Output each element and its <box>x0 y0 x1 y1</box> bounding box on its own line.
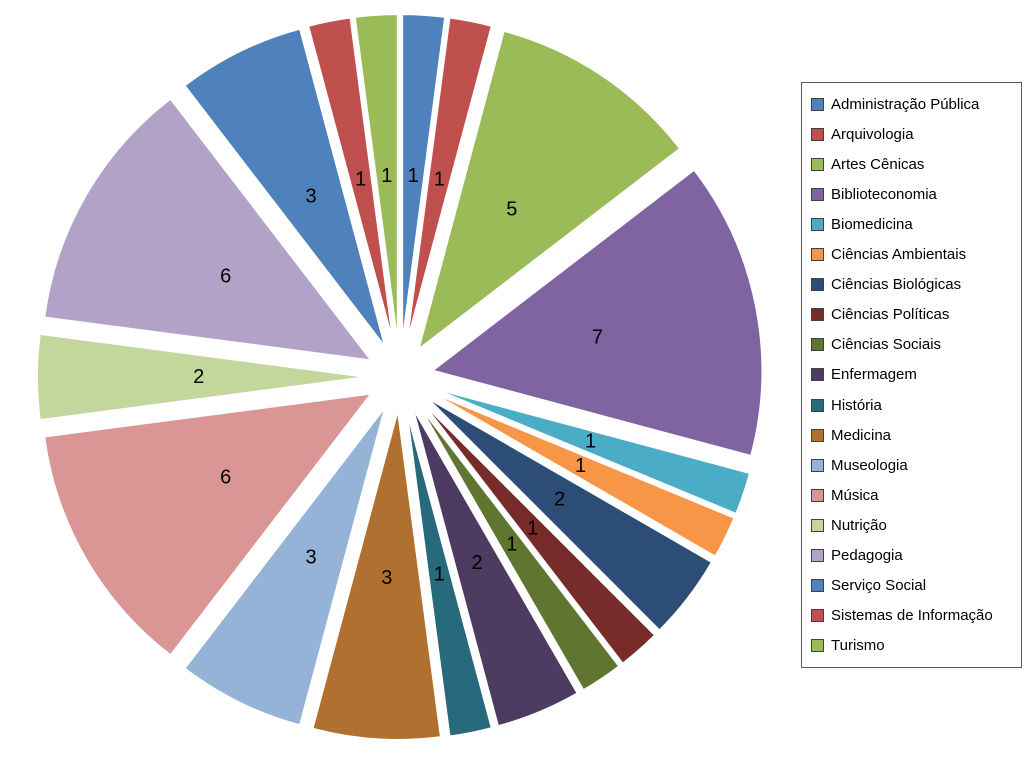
legend-item-museologia: Museologia <box>811 457 1021 474</box>
legend-item-biblioteconomia: Biblioteconomia <box>811 186 1021 203</box>
slice-value-label-turismo: 1 <box>381 165 392 187</box>
legend-swatch-sistemas-de-informacao <box>811 608 824 622</box>
pie-slice-pedagogia <box>43 97 374 362</box>
legend-swatch-pedagogia <box>811 548 824 562</box>
legend-label-enfermagem: Enfermagem <box>831 366 917 384</box>
legend-label-nutricao: Nutrição <box>831 516 887 534</box>
slice-value-label-enfermagem: 2 <box>471 552 482 574</box>
legend-swatch-arquivologia <box>811 128 824 142</box>
legend-item-nutricao: Nutrição <box>811 517 1021 534</box>
pie-slice-medicina <box>311 409 443 741</box>
legend-label-biomedicina: Biomedicina <box>831 216 913 234</box>
slice-value-label-museologia: 3 <box>305 547 316 569</box>
legend-label-ciencias-sociais: Ciências Sociais <box>831 336 942 354</box>
legend-item-musica: Música <box>811 487 1021 504</box>
pie-slice-ciencias-ambientais <box>429 390 736 558</box>
legend-item-ciencias-ambientais: Ciências Ambientais <box>811 246 1021 263</box>
pie-slice-biomedicina <box>430 386 752 516</box>
legend-label-servico-social: Serviço Social <box>831 576 927 594</box>
legend-label-musica: Música <box>831 486 879 504</box>
pie-slice-ciencias-biologicas <box>425 396 714 632</box>
legend-swatch-artes-cenicas <box>811 158 824 172</box>
slice-value-label-pedagogia: 6 <box>220 265 231 287</box>
legend-swatch-administracao-publica <box>811 98 824 112</box>
slice-value-label-medicina: 3 <box>381 567 392 589</box>
legend-swatch-musica <box>811 488 824 502</box>
legend-label-historia: História <box>831 396 882 414</box>
slice-value-label-ciencias-biologicas: 2 <box>554 489 565 511</box>
legend-swatch-ciencias-ambientais <box>811 248 824 262</box>
pie-slice-historia <box>405 409 494 738</box>
legend-swatch-museologia <box>811 458 824 472</box>
legend-label-ciencias-biologicas: Ciências Biológicas <box>831 276 962 294</box>
legend-label-medicina: Medicina <box>831 426 892 444</box>
legend-label-museologia: Museologia <box>831 456 908 474</box>
slice-value-label-sistemas-de-informacao: 1 <box>355 169 366 191</box>
legend-swatch-medicina <box>811 428 824 442</box>
legend-label-pedagogia: Pedagogia <box>831 546 903 564</box>
legend-item-enfermagem: Enfermagem <box>811 366 1021 383</box>
pie-slice-ciencias-sociais <box>417 403 621 692</box>
legend-swatch-turismo <box>811 638 824 652</box>
slice-value-label-nutricao: 2 <box>193 366 204 388</box>
slice-value-label-ciencias-politicas: 1 <box>527 517 538 539</box>
slice-value-label-musica: 6 <box>220 467 231 489</box>
pie-slice-enfermagem <box>411 406 579 728</box>
pie-slice-museologia <box>183 405 387 727</box>
legend-item-sistemas-de-informacao: Sistemas de Informação <box>811 607 1021 624</box>
pie-slice-musica <box>43 392 374 657</box>
legend-label-sistemas-de-informacao: Sistemas de Informação <box>831 606 993 624</box>
legend-item-servico-social: Serviço Social <box>811 577 1021 594</box>
legend-item-ciencias-sociais: Ciências Sociais <box>811 336 1021 353</box>
pie-slice-artes-cenicas <box>416 29 682 353</box>
legend-item-arquivologia: Arquivologia <box>811 126 1021 143</box>
pie-slice-nutricao <box>35 332 368 422</box>
legend-label-ciencias-ambientais: Ciências Ambientais <box>831 246 967 264</box>
pie-slice-sistemas-de-informacao <box>306 16 395 345</box>
legend-swatch-biblioteconomia <box>811 188 824 202</box>
legend-label-turismo: Turismo <box>831 636 885 654</box>
legend-item-ciencias-biologicas: Ciências Biológicas <box>811 276 1021 293</box>
legend-swatch-historia <box>811 398 824 412</box>
legend-swatch-enfermagem <box>811 368 824 382</box>
legend-label-artes-cenicas: Artes Cênicas <box>831 156 925 174</box>
legend-label-arquivologia: Arquivologia <box>831 126 914 144</box>
slice-value-label-biomedicina: 1 <box>585 431 596 453</box>
pie-slice-turismo <box>353 13 399 345</box>
legend-item-administracao-publica: Administração Pública <box>811 96 1021 113</box>
legend-swatch-nutricao <box>811 518 824 532</box>
pie-slice-biblioteconomia <box>430 168 764 458</box>
legend-item-pedagogia: Pedagogia <box>811 547 1021 564</box>
legend-swatch-biomedicina <box>811 218 824 232</box>
legend-swatch-ciencias-biologicas <box>811 278 824 292</box>
pie-slice-administracao-publica <box>401 13 447 345</box>
legend-item-ciencias-politicas: Ciências Políticas <box>811 306 1021 323</box>
legend-label-administracao-publica: Administração Pública <box>831 96 980 114</box>
legend-item-artes-cenicas: Artes Cênicas <box>811 156 1021 173</box>
legend-swatch-ciencias-sociais <box>811 338 824 352</box>
slice-value-label-ciencias-ambientais: 1 <box>575 455 586 477</box>
legend-item-biomedicina: Biomedicina <box>811 216 1021 233</box>
chart-legend: Administração Pública Arquivologia Artes C… <box>801 82 1022 668</box>
pie-slice-ciencias-politicas <box>420 401 657 666</box>
legend-swatch-ciencias-politicas <box>811 308 824 322</box>
slice-value-label-arquivologia: 1 <box>434 169 445 191</box>
legend-label-ciencias-politicas: Ciências Políticas <box>831 306 950 324</box>
pie-slice-arquivologia <box>405 16 494 345</box>
pie-slice-servico-social <box>183 27 387 349</box>
slice-value-label-biblioteconomia: 7 <box>592 327 603 349</box>
slice-value-label-artes-cenicas: 5 <box>506 199 517 221</box>
slice-value-label-administracao-publica: 1 <box>408 165 419 187</box>
slice-value-label-ciencias-sociais: 1 <box>506 533 517 555</box>
slice-value-label-historia: 1 <box>434 563 445 585</box>
legend-item-historia: História <box>811 397 1021 414</box>
legend-swatch-servico-social <box>811 578 824 592</box>
legend-label-biblioteconomia: Biblioteconomia <box>831 186 937 204</box>
slice-value-label-servico-social: 3 <box>305 186 316 208</box>
legend-item-turismo: Turismo <box>811 637 1021 654</box>
legend-item-medicina: Medicina <box>811 427 1021 444</box>
